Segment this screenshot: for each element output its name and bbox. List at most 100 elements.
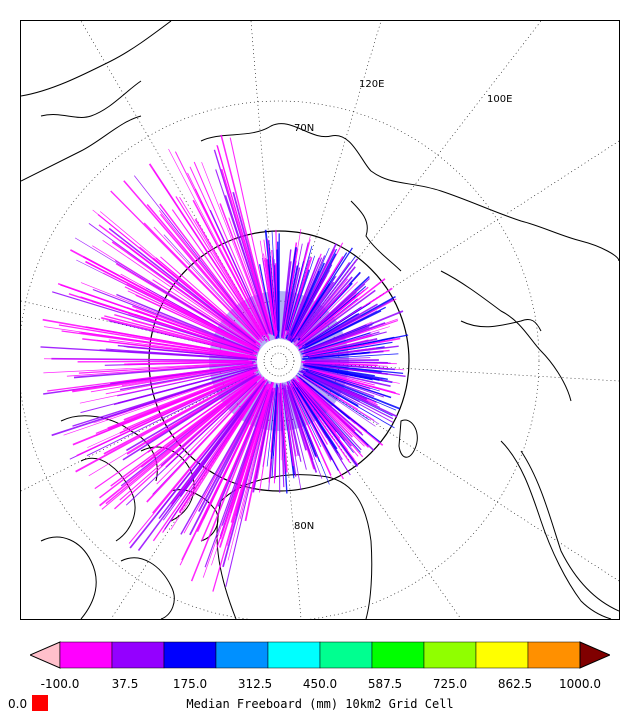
- data-swath: [129, 383, 262, 549]
- data-swath: [76, 372, 254, 457]
- data-swath: [229, 137, 274, 335]
- colorbar-tick-label: 37.5: [111, 677, 139, 691]
- data-swath: [61, 330, 253, 358]
- data-swath: [293, 383, 349, 472]
- data-swath: [299, 283, 350, 339]
- colorbar-tick-label: 175.0: [172, 677, 208, 691]
- data-swath: [123, 369, 255, 421]
- data-swath: [289, 382, 332, 462]
- data-swath: [192, 199, 266, 336]
- data-swath: [180, 384, 267, 535]
- data-swath: [286, 381, 316, 451]
- data-swath: [302, 363, 388, 375]
- data-swath: [284, 267, 301, 331]
- data-swath: [168, 148, 267, 338]
- data-swath: [103, 372, 257, 455]
- data-swath: [124, 286, 257, 351]
- data-swath: [213, 389, 268, 512]
- data-swath: [302, 352, 370, 360]
- data-swath: [271, 230, 278, 331]
- data-swath: [179, 196, 264, 336]
- data-swath: [299, 278, 386, 346]
- colorbar-tick-label: 450.0: [302, 677, 338, 691]
- colorbar-segment: [423, 641, 477, 669]
- data-swath: [92, 209, 258, 345]
- colorbar-tick-label: 587.5: [367, 677, 403, 691]
- data-swath: [278, 392, 281, 493]
- data-swath: [78, 361, 256, 374]
- data-swath: [302, 370, 368, 400]
- data-swath: [222, 387, 273, 568]
- data-swath: [94, 375, 258, 490]
- data-swath: [292, 386, 339, 471]
- data-swath: [296, 298, 354, 347]
- data-swath: [193, 161, 270, 339]
- data-swath: [125, 381, 258, 506]
- data-swath: [171, 209, 263, 338]
- data-swath: [303, 364, 388, 381]
- data-swath: [79, 366, 254, 404]
- data-swath: [93, 368, 256, 424]
- data-swath: [304, 313, 360, 346]
- colorbar-tick-label: 862.5: [497, 677, 533, 691]
- freeboard-data-layer: [40, 134, 409, 592]
- colorbar-tick-label: 725.0: [432, 677, 468, 691]
- data-swath: [292, 381, 339, 454]
- data-swath: [170, 379, 268, 530]
- data-swath: [294, 379, 354, 453]
- data-swath: [119, 364, 258, 391]
- data-swath: [288, 380, 322, 448]
- data-swath: [279, 390, 282, 461]
- data-swath: [301, 302, 371, 347]
- data-swath: [293, 266, 356, 344]
- data-swath: [302, 368, 392, 399]
- data-swath: [198, 381, 269, 512]
- colorbar-segment: [59, 641, 113, 669]
- data-swath: [219, 203, 270, 334]
- pole-hole: [257, 339, 301, 383]
- data-swath: [304, 324, 367, 351]
- data-swath: [99, 378, 258, 507]
- data-swath: [280, 383, 287, 472]
- data-swath: [293, 381, 335, 441]
- data-swath: [305, 368, 380, 392]
- data-swath: [132, 305, 254, 352]
- data-swath: [290, 381, 329, 445]
- data-swath: [43, 362, 249, 374]
- label-100e: 100E: [487, 94, 512, 105]
- data-swath: [148, 163, 263, 336]
- data-swath: [308, 342, 374, 356]
- data-swath: [230, 388, 271, 513]
- data-swath: [280, 261, 292, 339]
- polar-map: 70N 80N 120E 100E: [21, 21, 619, 619]
- data-swath: [308, 367, 375, 386]
- data-swath: [110, 378, 256, 487]
- data-swath: [204, 389, 270, 568]
- data-swath: [201, 161, 268, 332]
- colorbar-segment: [319, 641, 373, 669]
- data-swath: [121, 364, 255, 387]
- data-swath: [284, 383, 307, 470]
- data-swath: [287, 255, 316, 336]
- data-swath: [305, 359, 379, 362]
- data-swath: [225, 387, 274, 587]
- data-swath: [289, 385, 332, 476]
- data-swath: [80, 296, 258, 355]
- data-swath: [140, 375, 260, 468]
- data-swath: [85, 261, 254, 349]
- data-swath: [302, 334, 373, 356]
- data-swath: [306, 324, 373, 351]
- colorbar-tick-label: 312.5: [237, 677, 273, 691]
- colorbar-segment: [111, 641, 165, 669]
- data-swath: [259, 390, 276, 493]
- colorbar-segment: [475, 641, 529, 669]
- colorbar-segment: [215, 641, 269, 669]
- data-swath: [288, 257, 323, 337]
- data-swath: [290, 247, 330, 335]
- data-swath: [282, 248, 299, 339]
- data-swath: [297, 372, 370, 421]
- data-swath: [292, 261, 351, 342]
- data-swath: [283, 385, 302, 462]
- data-swath: [82, 338, 250, 359]
- data-swath: [224, 195, 271, 333]
